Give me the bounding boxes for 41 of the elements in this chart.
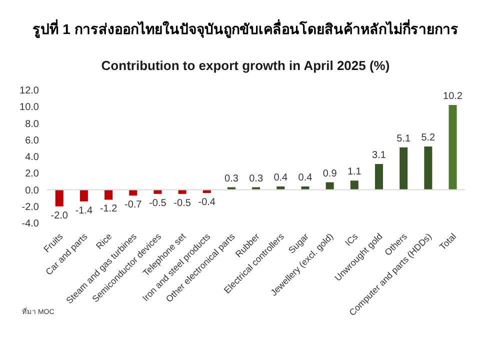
data-label: 0.3 [249, 173, 264, 184]
data-label: -1.4 [75, 205, 93, 216]
y-tick-label: 2.0 [25, 168, 40, 180]
data-label: -2.0 [50, 210, 68, 222]
bar [80, 190, 88, 202]
data-label: 0.4 [298, 172, 313, 184]
data-label: 10.2 [443, 90, 463, 102]
bar [276, 186, 285, 190]
x-tick-label: Rice [94, 231, 114, 252]
bar [55, 190, 64, 206]
bar [350, 180, 358, 190]
bar [424, 146, 432, 190]
data-label: -0.4 [198, 197, 216, 208]
data-label: -0.7 [124, 200, 142, 211]
bar [375, 164, 384, 190]
data-label: -1.2 [100, 204, 118, 215]
data-label: 5.2 [421, 132, 436, 144]
bar [326, 182, 334, 190]
y-tick-label: -2.0 [22, 202, 40, 213]
data-label: 3.1 [372, 150, 386, 161]
y-tick-label: 8.0 [25, 118, 40, 130]
y-tick-label: 0.0 [25, 185, 40, 196]
y-tick-label: -4.0 [22, 218, 40, 230]
data-label: -0.5 [149, 198, 167, 209]
chart-subtitle: Contribution to export growth in April 2025 (%) [100, 58, 391, 73]
y-tick-label: 4.0 [25, 152, 40, 164]
data-label: -0.5 [174, 198, 192, 209]
data-label: 0.3 [224, 173, 239, 184]
bar [104, 190, 113, 200]
data-label: 5.1 [396, 133, 411, 144]
y-tick-label: 10.0 [20, 102, 40, 114]
y-tick-label: 12.0 [20, 86, 40, 97]
bar [448, 104, 457, 190]
x-tick-label: ICs [343, 230, 360, 248]
data-label: 1.1 [347, 166, 362, 178]
bar [400, 147, 408, 190]
bar [301, 186, 310, 190]
data-label: 0.4 [274, 172, 288, 184]
data-label: 0.9 [322, 168, 338, 180]
y-tick-label: 6.0 [25, 135, 40, 146]
chart-title: รูปที่ 1 การส่งออกไทยในปัจจุบันถูกขับเคลื่อนโดยสินค้าหลักไม่กี่รายการ [32, 18, 460, 40]
